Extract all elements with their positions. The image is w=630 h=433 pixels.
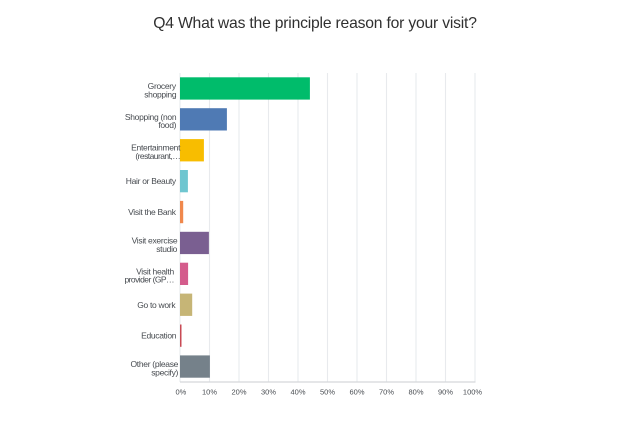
svg-text:Entertainment: Entertainment xyxy=(131,143,181,153)
svg-text:shopping: shopping xyxy=(144,89,177,99)
svg-text:food): food) xyxy=(158,120,176,130)
svg-text:Education: Education xyxy=(141,331,177,341)
svg-text:(restaurant,…: (restaurant,… xyxy=(135,151,180,161)
svg-text:40%: 40% xyxy=(290,388,305,397)
svg-text:Visit health: Visit health xyxy=(136,266,174,276)
svg-text:Shopping (non: Shopping (non xyxy=(125,112,177,122)
svg-text:60%: 60% xyxy=(349,388,364,397)
svg-text:provider (GP…: provider (GP… xyxy=(124,275,174,285)
svg-text:80%: 80% xyxy=(408,388,423,397)
svg-text:studio: studio xyxy=(156,244,177,254)
svg-text:Visit the Bank: Visit the Bank xyxy=(128,207,177,217)
svg-text:10%: 10% xyxy=(202,388,217,397)
svg-text:Other (please: Other (please xyxy=(130,359,178,369)
svg-text:20%: 20% xyxy=(231,388,246,397)
svg-text:Go to work: Go to work xyxy=(137,300,176,310)
svg-text:100%: 100% xyxy=(463,388,483,397)
svg-text:Q4 What was the principle reas: Q4 What was the principle reason for you… xyxy=(153,15,477,32)
svg-text:Hair or Beauty: Hair or Beauty xyxy=(126,176,177,186)
svg-text:90%: 90% xyxy=(438,388,453,397)
svg-text:specify): specify) xyxy=(151,367,178,377)
svg-text:Visit exercise: Visit exercise xyxy=(132,235,178,245)
svg-text:50%: 50% xyxy=(320,388,335,397)
svg-text:70%: 70% xyxy=(379,388,394,397)
svg-text:Grocery: Grocery xyxy=(148,81,177,91)
svg-text:30%: 30% xyxy=(261,388,276,397)
svg-text:0%: 0% xyxy=(175,388,186,397)
